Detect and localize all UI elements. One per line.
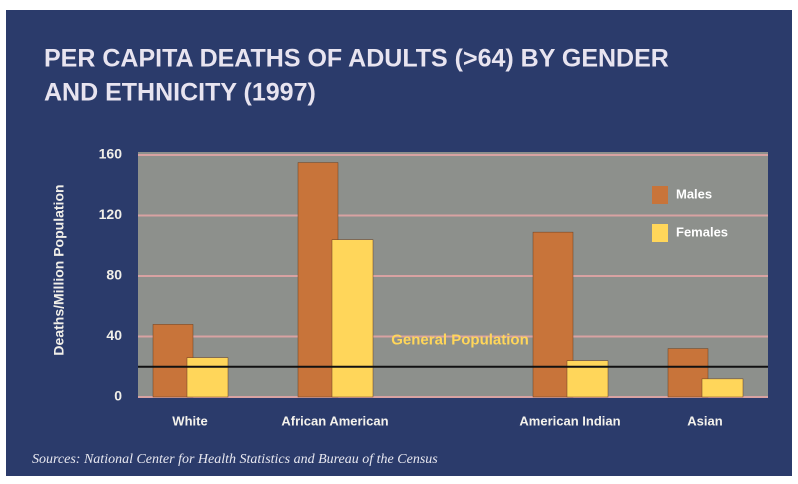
legend-label: Males	[676, 186, 712, 201]
x-tick-label: African American	[281, 413, 388, 428]
reference-label: General Population	[391, 332, 529, 349]
y-tick-label: 120	[99, 206, 123, 222]
y-tick-label: 40	[106, 327, 122, 343]
y-tick-label: 0	[114, 388, 122, 404]
y-tick-label: 160	[99, 146, 123, 162]
bar	[331, 239, 374, 398]
source-note: Sources: National Center for Health Stat…	[32, 452, 438, 467]
bar	[532, 231, 574, 398]
x-tick-label: American Indian	[519, 413, 620, 428]
bar	[701, 378, 744, 398]
legend-label: Females	[676, 224, 728, 239]
bar	[667, 348, 709, 398]
x-tick-label: White	[172, 413, 207, 428]
x-tick-label: Asian	[687, 413, 722, 428]
y-axis-label: Deaths/Million Population	[51, 184, 67, 355]
bar	[186, 357, 229, 398]
y-tick-label: 80	[106, 267, 122, 283]
chart-title: AND ETHNICITY (1997)	[44, 79, 316, 107]
legend-swatch	[652, 224, 668, 242]
chart-title: PER CAPITA DEATHS OF ADULTS (>64) BY GEN…	[44, 45, 669, 73]
legend-swatch	[652, 186, 668, 204]
